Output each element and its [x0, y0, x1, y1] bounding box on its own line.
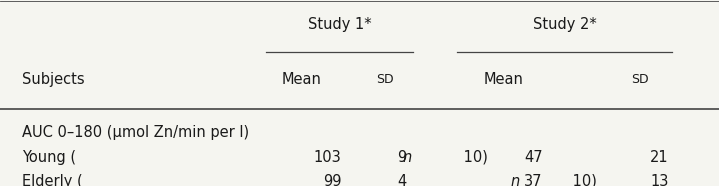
Text: 47: 47 — [524, 150, 543, 165]
Text: n: n — [402, 150, 411, 165]
Text: Study 2*: Study 2* — [533, 17, 596, 32]
Text: 13: 13 — [650, 174, 669, 186]
Text: 21: 21 — [650, 150, 669, 165]
Text: SD: SD — [631, 73, 649, 86]
Text: Mean: Mean — [282, 72, 322, 86]
Text: 9: 9 — [397, 150, 406, 165]
Text: 37: 37 — [524, 174, 543, 186]
Text: Mean: Mean — [483, 72, 523, 86]
Text: Young (: Young ( — [22, 150, 75, 165]
Text: AUC 0–180 (μmol Zn/min per l): AUC 0–180 (μmol Zn/min per l) — [22, 126, 249, 140]
Text: 4: 4 — [397, 174, 406, 186]
Text: Study 1*: Study 1* — [308, 17, 371, 32]
Text: Subjects: Subjects — [22, 72, 84, 86]
Text: 99: 99 — [323, 174, 342, 186]
Text: SD: SD — [376, 73, 393, 86]
Text: n: n — [510, 174, 520, 186]
Text: 10): 10) — [568, 174, 597, 186]
Text: Elderly (: Elderly ( — [22, 174, 82, 186]
Text: 10): 10) — [459, 150, 488, 165]
Text: 103: 103 — [313, 150, 342, 165]
